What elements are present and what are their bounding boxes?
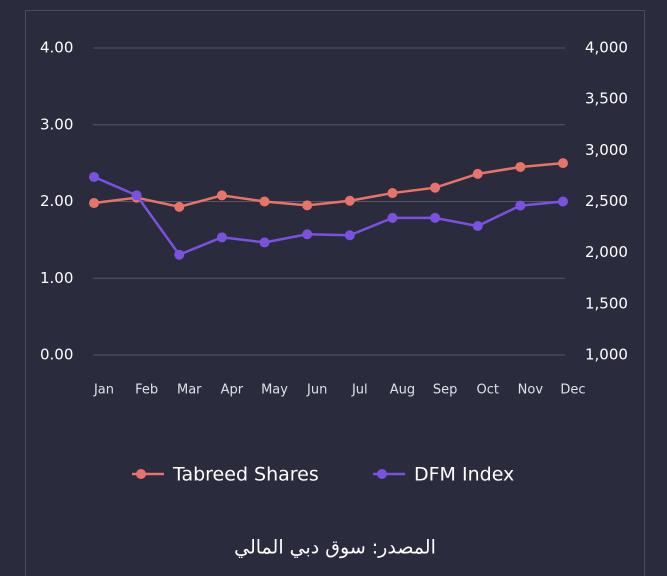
point [131, 190, 142, 201]
legend-label: DFM Index [414, 464, 514, 486]
point [89, 198, 99, 209]
y2-tick-label: 2,500 [585, 192, 628, 210]
x-tick-label: Sep [433, 383, 458, 398]
y-tick-label: 3.00 [40, 115, 73, 133]
point [174, 249, 185, 260]
x-tick-label: Oct [476, 383, 498, 398]
y2-tick-label: 2,000 [585, 243, 628, 261]
point [515, 200, 526, 211]
point [430, 182, 441, 193]
point [344, 230, 355, 241]
y2-tick-label: 1,000 [585, 346, 628, 364]
point [174, 201, 185, 212]
x-tick-label: May [261, 383, 288, 398]
x-tick-label: Jul [351, 383, 368, 398]
x-tick-label: Nov [518, 383, 544, 398]
legend-marker [377, 469, 387, 479]
x-tick-label: Jan [93, 383, 114, 398]
y2-tick-label: 3,500 [585, 90, 628, 108]
y2-tick-label: 1,500 [585, 294, 628, 312]
x-tick-label: Mar [177, 383, 202, 398]
series-line [93, 161, 564, 209]
point [430, 212, 441, 223]
y-tick-label: 4.00 [40, 39, 73, 57]
x-tick-label: Jun [306, 383, 327, 398]
y-tick-label: 1.00 [40, 269, 73, 287]
legend-label: Tabreed Shares [172, 464, 319, 486]
caption: المصدر: سوق دبي المالي [234, 537, 436, 559]
point [472, 168, 483, 179]
point [344, 195, 355, 206]
y-tick-label: 2.00 [40, 192, 73, 210]
point [558, 158, 568, 169]
legend-marker [136, 469, 146, 479]
point [515, 161, 526, 172]
point [89, 171, 99, 182]
frame [25, 10, 645, 576]
point [387, 212, 398, 223]
y2-tick-label: 4,000 [585, 39, 628, 57]
point [302, 200, 313, 211]
series-line [93, 175, 564, 257]
x-tick-label: Dec [560, 383, 585, 398]
point [259, 237, 270, 248]
y-tick-label: 0.00 [40, 346, 73, 364]
point [472, 221, 483, 232]
y2-tick-label: 3,000 [585, 141, 628, 159]
x-tick-label: Feb [135, 383, 158, 398]
point [259, 196, 270, 207]
point [558, 196, 568, 207]
point [216, 190, 227, 201]
x-tick-label: Apr [221, 383, 244, 398]
x-tick-label: Aug [390, 383, 415, 398]
point [387, 188, 398, 199]
point [216, 232, 227, 243]
point [302, 229, 313, 240]
